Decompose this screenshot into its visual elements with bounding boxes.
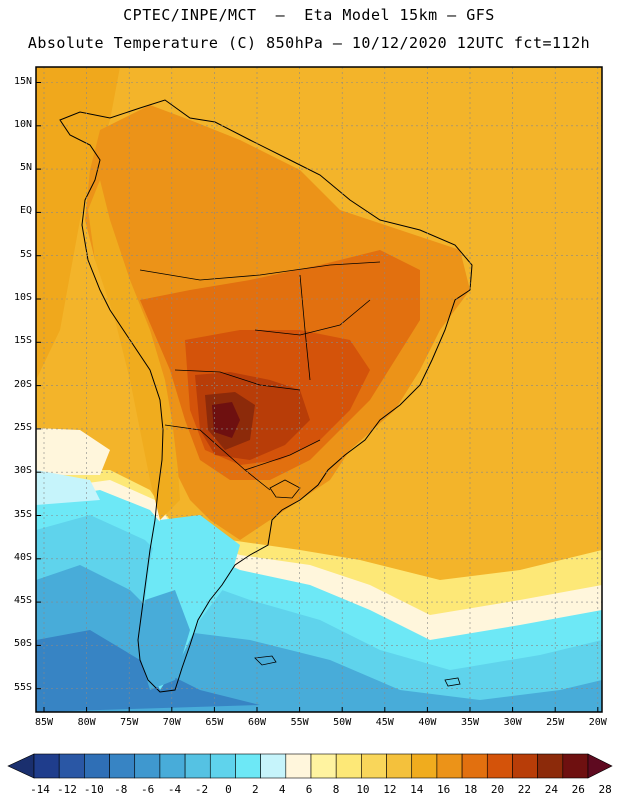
lagoa-dos-patos bbox=[269, 479, 301, 499]
colorbar-label: 28 bbox=[598, 783, 612, 796]
lon-label: 20W bbox=[588, 717, 607, 728]
falkland-islands bbox=[254, 655, 277, 666]
colorbar-swatch bbox=[235, 753, 261, 779]
colorbar-over-arrow bbox=[587, 753, 613, 779]
lon-label: 50W bbox=[333, 717, 352, 728]
colorbar-label: 8 bbox=[332, 783, 340, 796]
lat-label: 45S bbox=[13, 595, 32, 607]
colorbar-label: 18 bbox=[463, 783, 478, 796]
colorbar-swatch bbox=[512, 753, 538, 779]
field-andes-ridge bbox=[88, 180, 180, 520]
colorbar-swatch bbox=[209, 753, 236, 779]
colorbar-swatch bbox=[184, 753, 211, 779]
lon-label: 65W bbox=[205, 717, 224, 728]
lon-label: 30W bbox=[503, 717, 522, 728]
lat-label: 10N bbox=[13, 118, 32, 130]
colorbar-swatch bbox=[84, 753, 110, 779]
lon-label: 70W bbox=[162, 717, 181, 728]
title-line-1: CPTEC/INPE/MCT – Eta Model 15km – GFS bbox=[123, 6, 495, 24]
colorbar-label: 6 bbox=[305, 783, 313, 796]
colorbar-label: -10 bbox=[83, 783, 104, 796]
lat-label: 30S bbox=[13, 465, 32, 477]
lat-label: 15N bbox=[13, 75, 32, 87]
lon-label: 45W bbox=[375, 717, 394, 728]
lat-label: 5N bbox=[19, 162, 32, 174]
lon-label: 85W bbox=[34, 717, 54, 728]
lat-label: 10S bbox=[13, 292, 32, 303]
lat-label: 25S bbox=[13, 421, 32, 433]
colorbar-label: 24 bbox=[544, 783, 558, 796]
colorbar-label: -12 bbox=[56, 783, 77, 796]
title-line-2: Absolute Temperature (C) 850hPa – 10/12/… bbox=[27, 34, 591, 52]
colorbar-swatch bbox=[562, 753, 589, 779]
axis-ticks bbox=[36, 82, 599, 712]
lon-label: 55W bbox=[290, 717, 309, 728]
colorbar-swatch bbox=[310, 753, 337, 779]
field-band-neg4 bbox=[36, 565, 602, 712]
colorbar-swatch bbox=[109, 753, 136, 779]
colorbar-label: 26 bbox=[571, 783, 585, 796]
colorbar-swatch bbox=[461, 753, 488, 779]
colorbar-label: -4 bbox=[167, 783, 182, 796]
colorbar-label: -2 bbox=[194, 783, 209, 796]
field-cream-patch bbox=[36, 428, 110, 475]
lon-label: 35W bbox=[460, 717, 480, 728]
colorbar-swatch bbox=[335, 753, 362, 779]
colorbar-swatch bbox=[33, 753, 60, 779]
lon-label: 80W bbox=[77, 717, 96, 728]
south-georgia-island bbox=[444, 677, 461, 687]
colorbar-label: 0 bbox=[225, 783, 232, 796]
colorbar-swatch bbox=[159, 753, 186, 779]
political-borders bbox=[139, 261, 381, 491]
lat-label: 15S bbox=[13, 335, 32, 347]
colorbar-swatch bbox=[411, 753, 438, 779]
lon-label: 60W bbox=[247, 717, 267, 728]
colorbar-swatch bbox=[386, 753, 413, 779]
colorbar-swatch bbox=[260, 753, 287, 779]
colorbar-swatch bbox=[436, 753, 463, 779]
colorbar-label: -6 bbox=[141, 783, 155, 796]
colorbar bbox=[7, 753, 613, 779]
colorbar-label: -8 bbox=[114, 783, 128, 796]
lat-label: 55S bbox=[13, 681, 32, 693]
lat-label: EQ bbox=[19, 205, 32, 217]
colorbar-swatch bbox=[537, 753, 564, 779]
lat-label: 50S bbox=[13, 638, 32, 650]
field-patagonia-south bbox=[138, 590, 190, 690]
colorbar-label: 12 bbox=[383, 783, 397, 796]
lat-label: 20S bbox=[13, 378, 32, 390]
lon-label: 75W bbox=[120, 717, 139, 728]
lat-label: 5S bbox=[19, 248, 32, 260]
colorbar-swatch bbox=[285, 753, 312, 779]
colorbar-swatch bbox=[134, 753, 161, 779]
colorbar-under-arrow bbox=[7, 753, 35, 779]
lon-label: 40W bbox=[418, 717, 437, 728]
lat-label: 40S bbox=[13, 551, 32, 563]
lat-label: 35S bbox=[13, 508, 32, 520]
field-light-blue-patch bbox=[36, 470, 100, 505]
colorbar-label: 22 bbox=[517, 783, 532, 796]
colorbar-label: 16 bbox=[437, 783, 451, 796]
colorbar-label: 14 bbox=[410, 783, 424, 796]
gridlines bbox=[36, 67, 602, 712]
colorbar-label: 2 bbox=[251, 783, 259, 796]
colorbar-swatch bbox=[361, 753, 387, 779]
colorbar-label: 4 bbox=[278, 783, 286, 796]
lon-label: 25W bbox=[546, 717, 565, 728]
colorbar-label: -14 bbox=[30, 783, 50, 796]
map-frame bbox=[35, 66, 603, 713]
colorbar-label: 20 bbox=[490, 783, 505, 796]
colorbar-swatch bbox=[486, 753, 513, 779]
colorbar-label: 10 bbox=[356, 783, 370, 796]
colorbar-swatch bbox=[58, 753, 85, 779]
coastline bbox=[59, 99, 473, 693]
